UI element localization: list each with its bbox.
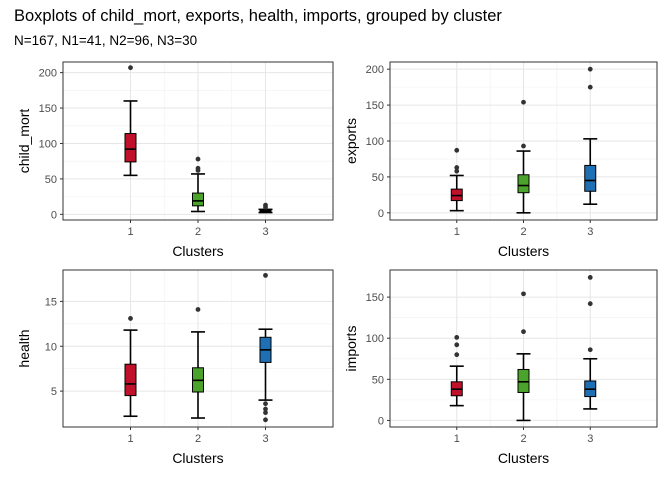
outlier-point [454, 335, 460, 340]
outlier-point [263, 406, 268, 412]
box-iqr [517, 174, 530, 194]
y-axis-title: health [16, 329, 32, 367]
box-cluster-3 [583, 274, 598, 410]
panel-exports: 0 50 100 150 200 1 2 3 Clusters exports [343, 61, 658, 259]
y-tick-label: 5 [51, 386, 57, 398]
y-tick-label: 200 [366, 64, 384, 76]
outlier-point [454, 352, 460, 358]
panel-health: 5 10 15 1 2 3 Clusters health [16, 269, 334, 466]
x-tick-label: 1 [454, 226, 460, 238]
y-tick-label: 15 [45, 296, 57, 308]
y-tick-label: 100 [366, 333, 384, 345]
y-tick-label: 0 [378, 415, 384, 427]
box-iqr [124, 363, 137, 397]
panel-imports: 0 50 100 150 1 2 3 Clusters imports [343, 269, 658, 466]
outlier-point [263, 401, 268, 407]
outlier-point [454, 165, 460, 170]
outlier-point [587, 66, 593, 72]
outlier-point [263, 417, 268, 423]
x-tick-label: 2 [195, 226, 201, 238]
y-tick-label: 100 [366, 136, 384, 148]
y-tick-label: 0 [51, 209, 57, 221]
chart-title: Boxplots of child_mort, exports, health,… [14, 7, 502, 25]
outlier-point [521, 291, 526, 297]
outlier-point [521, 143, 526, 149]
y-tick-label: 150 [366, 100, 384, 112]
box-cluster-2 [516, 99, 531, 214]
outlier-point [521, 329, 526, 335]
x-tick-label: 2 [195, 433, 201, 445]
y-tick-label: 50 [372, 172, 384, 184]
x-tick-label: 3 [587, 226, 593, 238]
x-tick-label: 1 [127, 226, 133, 238]
outlier-point [454, 342, 460, 348]
y-axis-title: child_mort [16, 109, 32, 174]
box-cluster-1 [123, 65, 138, 177]
y-axis-title: imports [343, 326, 359, 372]
x-tick-label: 3 [262, 226, 268, 238]
outlier-point [454, 147, 460, 153]
panel-border [62, 61, 334, 221]
outlier-point [587, 347, 593, 353]
outlier-point [587, 301, 593, 307]
box-iqr [192, 192, 204, 207]
x-axis-title: Clusters [172, 243, 223, 259]
outlier-point [195, 165, 201, 171]
y-tick-label: 100 [39, 138, 57, 150]
x-axis-title: Clusters [172, 450, 223, 466]
outlier-point [263, 202, 268, 208]
x-tick-label: 3 [587, 433, 593, 445]
y-tick-label: 150 [366, 292, 384, 304]
x-axis-title: Clusters [498, 450, 549, 466]
outlier-point [263, 272, 268, 278]
box-cluster-3 [258, 272, 273, 423]
x-tick-label: 1 [454, 433, 460, 445]
box-cluster-1 [449, 335, 464, 407]
outlier-point [128, 316, 133, 321]
box-cluster-2 [191, 156, 205, 213]
panel-border [62, 269, 334, 428]
outlier-point [128, 65, 133, 71]
panel-border [389, 269, 658, 428]
x-tick-label: 3 [262, 433, 268, 445]
outlier-point [195, 307, 201, 312]
y-tick-label: 200 [39, 68, 57, 80]
box-iqr [517, 368, 530, 393]
box-cluster-3 [258, 202, 273, 214]
outlier-point [587, 274, 593, 280]
x-tick-label: 1 [127, 433, 133, 445]
box-cluster-2 [516, 291, 531, 422]
y-tick-label: 150 [39, 103, 57, 115]
x-axis-title: Clusters [498, 243, 549, 259]
box-cluster-1 [123, 316, 138, 418]
box-cluster-3 [583, 66, 598, 205]
outlier-point [587, 84, 593, 90]
outlier-point [263, 410, 268, 416]
outlier-point [521, 99, 526, 105]
y-tick-label: 50 [372, 374, 384, 386]
panel-child-mort: 0 50 100 150 200 1 2 3 Clusters child_mort [16, 61, 334, 259]
y-axis-title: exports [343, 118, 359, 164]
box-iqr [584, 164, 597, 192]
x-tick-label: 2 [520, 433, 526, 445]
y-tick-label: 50 [45, 174, 57, 186]
panel-border [389, 61, 658, 221]
box-iqr [124, 133, 137, 163]
box-cluster-1 [449, 147, 464, 212]
outlier-point [454, 168, 460, 174]
box-cluster-2 [191, 307, 205, 419]
y-tick-label: 0 [378, 208, 384, 220]
x-tick-label: 2 [520, 226, 526, 238]
outlier-point [195, 156, 201, 162]
chart-subtitle: N=167, N1=41, N2=96, N3=30 [14, 33, 198, 48]
y-tick-label: 10 [45, 341, 57, 353]
